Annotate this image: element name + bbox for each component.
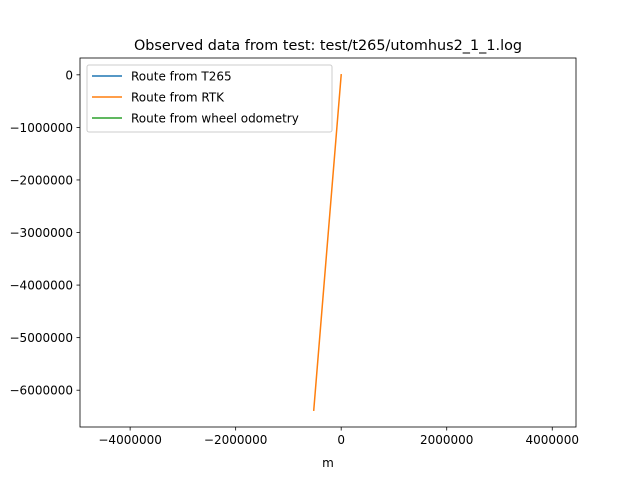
- legend-box: [86, 64, 333, 133]
- x-tick-label: 0: [337, 433, 345, 447]
- x-tick-label: −4000000: [98, 433, 162, 447]
- y-tick-label: −5000000: [10, 331, 74, 345]
- x-tick-label: 2000000: [420, 433, 473, 447]
- y-tick-label: −4000000: [10, 279, 74, 293]
- y-tick-label: −2000000: [10, 173, 74, 187]
- legend-entry-label: Route from RTK: [131, 91, 225, 105]
- legend-entry-label: Route from wheel odometry: [131, 112, 299, 126]
- y-tick-label: 0: [65, 68, 73, 82]
- y-tick-label: −1000000: [10, 121, 74, 135]
- x-axis-label: m: [322, 456, 334, 470]
- series-line-2: [312, 74, 342, 411]
- legend: Route from T265 Route from RTK Route from …: [86, 64, 333, 133]
- y-tick-label: −6000000: [10, 384, 74, 398]
- chart-title: Observed data from test: test/t265/utomh…: [134, 38, 522, 54]
- legend-entry-label: Route from T265: [131, 70, 232, 84]
- plot-frame: [79, 57, 577, 428]
- x-tick-label: −2000000: [204, 433, 268, 447]
- x-tick-label: 4000000: [526, 433, 579, 447]
- y-axis-ticks: 0 −1000000 −2000000 −3000000 −4000000 −500000…: [10, 68, 80, 398]
- y-tick-label: −3000000: [10, 226, 74, 240]
- x-axis-ticks: −4000000 −2000000 0 2000000 4000000: [98, 427, 579, 447]
- series-lines: [312, 74, 342, 411]
